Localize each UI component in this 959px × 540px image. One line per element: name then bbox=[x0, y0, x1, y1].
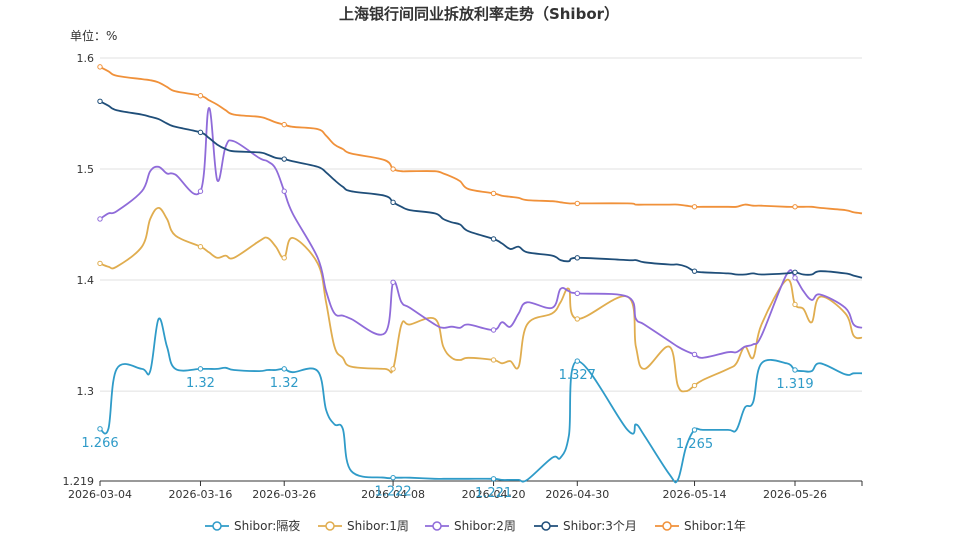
y-tick-label: 1.6 bbox=[77, 52, 95, 65]
series-point-4 bbox=[691, 204, 698, 210]
series-point-3 bbox=[97, 98, 103, 104]
legend-marker-2 bbox=[432, 521, 442, 531]
series-point-3 bbox=[197, 129, 204, 136]
data-label: 1.319 bbox=[776, 377, 813, 392]
series-line-4 bbox=[99, 66, 863, 215]
x-tick-label: 2026-04-30 bbox=[545, 488, 609, 501]
y-unit-label: 单位：% bbox=[70, 28, 117, 43]
series-point-0 bbox=[792, 367, 798, 373]
series-point-2 bbox=[281, 188, 287, 194]
series-point-3 bbox=[792, 269, 798, 275]
series-point-4 bbox=[792, 204, 798, 210]
x-axis: 2026-03-04 2026-03-16 2026-03-26 2026-04-08… bbox=[68, 480, 863, 501]
series-point-3 bbox=[281, 156, 287, 162]
series-point-0 bbox=[97, 426, 103, 432]
x-tick-label: 2026-04-20 bbox=[462, 488, 526, 501]
series-point-2 bbox=[490, 327, 497, 333]
data-label: 1.327 bbox=[559, 368, 596, 383]
x-tick-label: 2026-05-14 bbox=[663, 488, 727, 501]
series-point-3 bbox=[574, 255, 580, 261]
series-line-2 bbox=[99, 107, 863, 359]
series-point-0 bbox=[197, 366, 204, 372]
y-tick-label: 1.4 bbox=[77, 274, 95, 287]
series-line-0 bbox=[99, 317, 863, 484]
y-tick-label: 1.5 bbox=[77, 163, 95, 176]
series-point-2 bbox=[390, 279, 396, 285]
data-label: 1.222 bbox=[374, 485, 411, 500]
legend-marker-3 bbox=[541, 521, 551, 531]
series-point-1 bbox=[97, 260, 103, 267]
series-lines bbox=[97, 64, 863, 484]
series-point-1 bbox=[691, 382, 698, 389]
legend-label-2: Shibor:2周 bbox=[454, 519, 516, 533]
data-label: 1.32 bbox=[186, 376, 215, 391]
x-tick-label: 2026-03-16 bbox=[169, 488, 233, 501]
series-point-2 bbox=[197, 188, 204, 194]
series-point-0 bbox=[691, 427, 698, 433]
data-label: 1.32 bbox=[270, 376, 299, 391]
y-tick-label: 1.219 bbox=[63, 475, 95, 488]
legend-marker-1 bbox=[325, 521, 335, 531]
series-line-3 bbox=[99, 100, 863, 279]
series-point-3 bbox=[390, 199, 396, 206]
series-point-0 bbox=[390, 474, 396, 481]
series-point-4 bbox=[97, 64, 103, 70]
data-label: 1.221 bbox=[475, 486, 512, 501]
x-tick-label: 2026-03-26 bbox=[252, 488, 316, 501]
series-point-4 bbox=[281, 121, 287, 128]
legend-label-3: Shibor:3个月 bbox=[563, 519, 637, 533]
series-point-1 bbox=[574, 316, 580, 322]
series-point-2 bbox=[792, 275, 798, 281]
series-point-1 bbox=[390, 366, 396, 372]
series-point-0 bbox=[574, 358, 580, 364]
series-point-2 bbox=[691, 351, 698, 358]
data-label: 1.266 bbox=[81, 436, 118, 451]
series-point-0 bbox=[281, 366, 287, 372]
series-point-4 bbox=[490, 190, 497, 197]
series-point-1 bbox=[281, 255, 287, 261]
x-tick-label: 2026-04-08 bbox=[361, 488, 425, 501]
legend-label-1: Shibor:1周 bbox=[347, 519, 409, 533]
series-point-3 bbox=[490, 236, 497, 242]
legend-label-0: Shibor:隔夜 bbox=[234, 518, 300, 533]
legend-marker-0 bbox=[212, 521, 222, 531]
series-point-4 bbox=[390, 166, 396, 172]
x-tick-label: 2026-03-04 bbox=[68, 488, 132, 501]
series-point-1 bbox=[792, 301, 798, 308]
legend-label-4: Shibor:1年 bbox=[684, 519, 746, 533]
chart-title: 上海银行间同业拆放利率走势（Shibor） bbox=[339, 5, 619, 23]
series-point-1 bbox=[197, 244, 204, 250]
series-point-0 bbox=[490, 476, 497, 482]
y-tick-label: 1.3 bbox=[77, 385, 95, 398]
series-point-2 bbox=[574, 290, 580, 297]
series-point-2 bbox=[97, 216, 103, 222]
legend-marker-4 bbox=[662, 521, 672, 531]
legend[interactable]: Shibor:隔夜 Shibor:1周 Shibor:2周 Shibor:3个月 Shi… bbox=[205, 518, 746, 533]
data-labels: 1.266 1.32 1.32 1.222 1.221 1.327 1.265 1.319 bbox=[81, 368, 813, 501]
data-label: 1.265 bbox=[676, 437, 713, 452]
x-tick-label: 2026-05-26 bbox=[763, 488, 827, 501]
series-point-1 bbox=[490, 357, 497, 363]
series-point-4 bbox=[574, 200, 580, 207]
y-grid bbox=[100, 57, 862, 392]
y-axis: 1.219 1.3 1.4 1.5 1.6 bbox=[63, 52, 95, 488]
series-point-4 bbox=[197, 93, 204, 99]
series-point-3 bbox=[691, 268, 698, 274]
